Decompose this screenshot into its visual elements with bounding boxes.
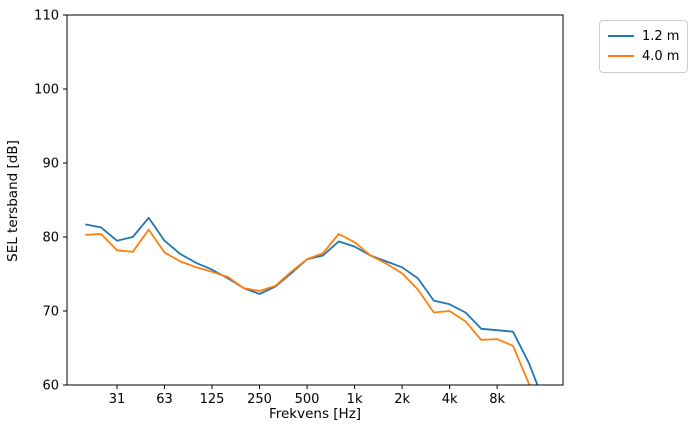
x-tick-label: 8k <box>489 392 505 407</box>
x-tick-label: 125 <box>200 392 225 407</box>
y-tick-label: 90 <box>42 157 59 172</box>
plot-border <box>66 14 564 386</box>
x-tick-label: 4k <box>442 392 458 407</box>
x-tick-label: 63 <box>156 392 173 407</box>
x-tick-label: 2k <box>394 392 410 407</box>
y-tick-label: 70 <box>42 305 59 320</box>
legend: 1.2 m 4.0 m <box>599 20 688 73</box>
legend-item-4-0m: 4.0 m <box>608 46 679 66</box>
x-tick-label: 500 <box>295 392 320 407</box>
x-tick-label: 31 <box>109 392 126 407</box>
legend-line-swatch-blue <box>608 35 634 37</box>
y-tick-label: 80 <box>42 231 59 246</box>
legend-label: 4.0 m <box>642 48 680 64</box>
y-tick-label: 100 <box>34 83 59 98</box>
y-tick-label: 60 <box>42 379 59 394</box>
legend-item-1-2m: 1.2 m <box>608 26 679 46</box>
legend-label: 1.2 m <box>642 28 680 44</box>
legend-line-swatch-orange <box>608 55 634 57</box>
x-axis-label: Frekvens [Hz] <box>268 406 362 422</box>
y-axis-label: SEL tersband [dB] <box>5 140 21 262</box>
x-tick-label: 250 <box>247 392 272 407</box>
series-line-1-2-m <box>85 216 539 385</box>
series-line-4-0-m <box>85 228 531 385</box>
y-tick-label: 110 <box>34 9 59 24</box>
x-tick-label: 1k <box>347 392 363 407</box>
